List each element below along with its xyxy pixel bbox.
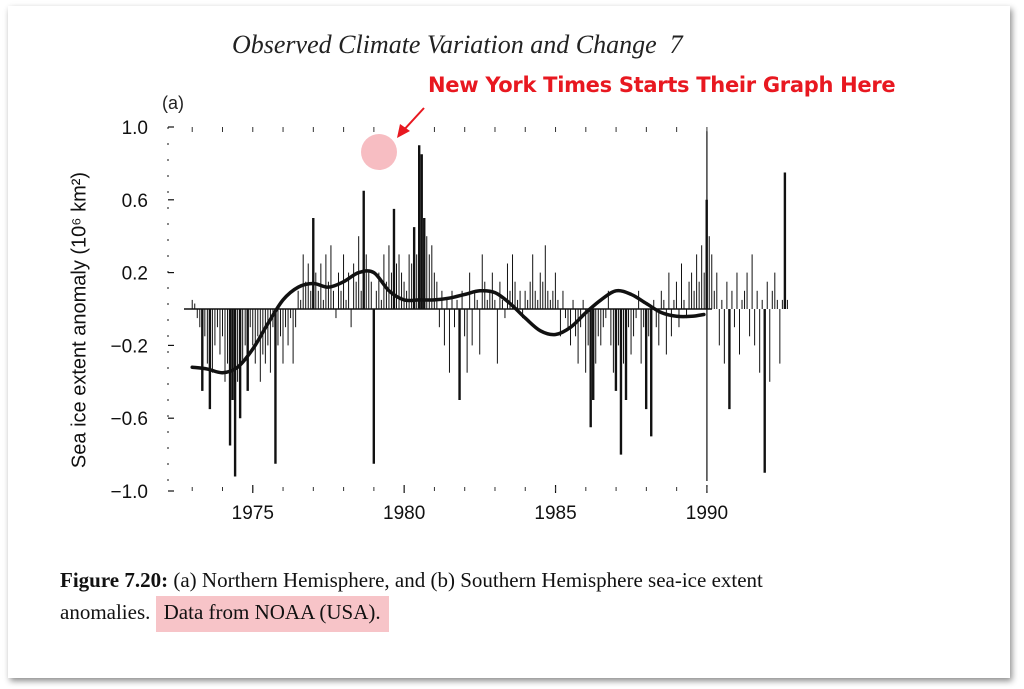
header-title: Observed Climate Variation and Change bbox=[232, 30, 657, 59]
smoothed-anomaly-curve bbox=[190, 269, 706, 375]
figure-caption: Figure 7.20: (a) Northern Hemisphere, an… bbox=[60, 564, 820, 632]
arrow-head bbox=[397, 124, 410, 138]
caption-source: Data from NOAA (USA). bbox=[155, 596, 389, 632]
anomaly-bars bbox=[191, 145, 788, 477]
chart-axes: 1.0 0.6 0.2 −0.2 −0.6 −1.0 1975 1980 1985 1990 bbox=[110, 118, 728, 524]
y-tick-label: −0.2 bbox=[110, 336, 148, 357]
page-header: Observed Climate Variation and Change 7 bbox=[232, 30, 683, 60]
header-page-number: 7 bbox=[669, 30, 683, 59]
caption-text: (a) Northern Hemisphere, and (b) Souther… bbox=[60, 568, 763, 624]
x-tick-label: 1980 bbox=[383, 503, 425, 524]
annotation-text: New York Times Starts Their Graph Here bbox=[428, 73, 896, 97]
x-tick-label: 1990 bbox=[686, 503, 728, 524]
caption-figure-label: Figure 7.20: bbox=[60, 568, 169, 592]
y-tick-label: −0.6 bbox=[110, 409, 148, 430]
panel-label: (a) bbox=[162, 93, 184, 113]
figure-frame bbox=[8, 6, 1010, 678]
y-tick-label: −1.0 bbox=[110, 482, 148, 503]
x-tick-label: 1985 bbox=[534, 503, 576, 524]
y-tick-label: 1.0 bbox=[122, 118, 148, 139]
y-tick-label: 0.2 bbox=[122, 264, 148, 285]
y-tick-label: 0.6 bbox=[122, 191, 148, 212]
annotation-highlight-circle bbox=[361, 134, 397, 170]
x-tick-label: 1975 bbox=[232, 503, 274, 524]
annotation-arrow bbox=[397, 107, 425, 138]
